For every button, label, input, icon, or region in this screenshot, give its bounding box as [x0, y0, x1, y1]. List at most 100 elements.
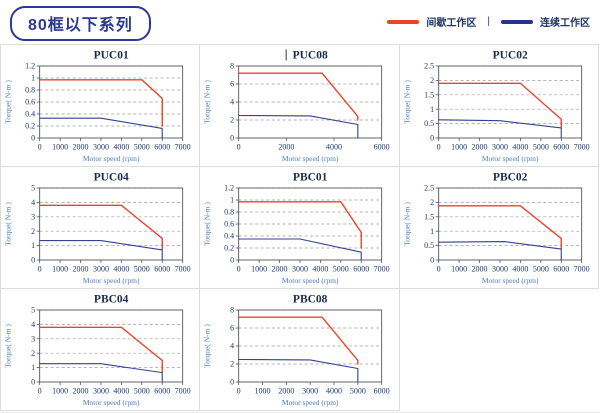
- intermittent-zone-line: [437, 82, 562, 128]
- chart-title: PUC02: [492, 50, 527, 62]
- y-tick-label: 4: [230, 98, 234, 107]
- y-axis-label: Torque( N-m ): [4, 202, 13, 246]
- x-tick-label: 1000: [52, 387, 68, 396]
- empty-cell: [399, 288, 599, 411]
- x-tick-label: 6000: [354, 265, 370, 274]
- chart-grid-row: 0 1 2 3 4 5 0 1000 2000 3000 4000 5000 6000 7000 PBC04…: [0, 288, 599, 411]
- chart-PUC08: 0 2 4 6 8 0 2000 4000 6000 PUC08 Motor speed (rpm)…: [203, 49, 390, 163]
- chart-PUC02: 0 0.5 1 1.5 2 2.5 0 1000 2000 3000 4000 5000 6000 700…: [402, 50, 589, 164]
- chart-PUC04: 0 1 2 3 4 5 0 1000 2000 3000 4000 5000 6000 7000 PUC04…: [4, 172, 191, 286]
- y-tick-label: 1.2: [224, 184, 234, 193]
- x-tick-label: 7000: [374, 265, 390, 274]
- x-tick-label: 4000: [313, 265, 329, 274]
- continuous-zone-line: [437, 119, 562, 139]
- x-tick-label: 2000: [471, 143, 487, 152]
- y-tick-label: 1: [430, 227, 434, 236]
- y-tick-label: 1: [430, 105, 434, 114]
- x-tick-label: 4000: [326, 387, 342, 396]
- continuous-zone-line: [238, 358, 359, 383]
- plot-area-border: [437, 187, 582, 261]
- x-axis-label: Motor speed (rpm): [282, 154, 339, 163]
- chart-cell: 0 2 4 6 8 0 1000 2000 3000 4000 5000 6000 PBC08 Motor…: [199, 288, 400, 411]
- plot-area-border: [437, 65, 582, 139]
- chart-title: PBC04: [94, 294, 129, 306]
- x-axis-label: Motor speed (rpm): [83, 398, 140, 407]
- plot-area-border: [39, 309, 184, 383]
- y-tick-label: 0.6: [25, 98, 35, 107]
- chart-cell: 0 1 2 3 4 5 0 1000 2000 3000 4000 5000 6000 7000 PBC04…: [0, 288, 201, 411]
- x-axis-label: Motor speed (rpm): [482, 154, 539, 163]
- chart-title: PUC08: [293, 50, 328, 62]
- x-tick-label: 4000: [512, 143, 528, 152]
- y-tick-label: 1: [230, 196, 234, 205]
- intermittent-zone-line: [238, 72, 359, 121]
- chart-cell: 0 1 2 3 4 5 0 1000 2000 3000 4000 5000 6000 7000 PUC04…: [0, 166, 201, 289]
- y-tick-label: 2.5: [424, 184, 434, 193]
- x-tick-label: 1000: [52, 265, 68, 274]
- x-tick-label: 6000: [154, 143, 170, 152]
- intermittent-zone-line: [38, 204, 163, 251]
- x-tick-label: 3000: [492, 265, 508, 274]
- y-tick-label: 2: [31, 227, 35, 236]
- x-tick-label: 5000: [134, 387, 150, 396]
- chart-title: PUC04: [94, 172, 129, 184]
- x-tick-label: 5000: [532, 265, 548, 274]
- y-tick-label: 0.8: [25, 86, 35, 95]
- chart-grid-row: 0 0.2 0.4 0.6 0.8 1 1.2 0 1000 2000 3000 4000 5000 60…: [0, 44, 600, 167]
- x-tick-label: 7000: [573, 143, 589, 152]
- legend-intermittent-line-icon: [387, 19, 420, 24]
- y-axis-label: Torque( N-m ): [4, 324, 13, 368]
- y-tick-label: 0: [430, 134, 434, 143]
- y-tick-label: 2: [230, 116, 234, 125]
- x-tick-label: 1000: [451, 265, 467, 274]
- y-axis-label: Torque( N-m ): [203, 80, 212, 124]
- x-axis-label: Motor speed (rpm): [83, 276, 140, 285]
- y-tick-label: 4: [31, 320, 35, 329]
- page-title: 80框以下系列: [28, 17, 133, 34]
- x-tick-label: 5000: [134, 265, 150, 274]
- continuous-zone-line: [39, 240, 163, 261]
- x-tick-label: 1000: [251, 265, 267, 274]
- plot-area-border: [238, 309, 383, 383]
- y-tick-label: 0.8: [224, 208, 234, 217]
- x-tick-label: 5000: [532, 143, 548, 152]
- x-tick-label: 2000: [279, 387, 295, 396]
- x-tick-label: 5000: [333, 265, 349, 274]
- y-tick-label: 0: [31, 256, 35, 265]
- x-tick-label: 1000: [255, 387, 271, 396]
- x-tick-label: 6000: [553, 265, 569, 274]
- y-tick-label: 4: [31, 198, 35, 207]
- y-tick-label: 0.5: [424, 119, 434, 128]
- y-tick-label: 0: [31, 378, 35, 387]
- legend-separator: |: [487, 16, 490, 27]
- continuous-zone-line: [39, 117, 163, 139]
- x-tick-label: 0: [38, 265, 42, 274]
- legend-continuous-line-icon: [501, 19, 533, 24]
- x-tick-label: 7000: [175, 143, 191, 152]
- y-axis-label: Torque( N-m ): [402, 202, 411, 246]
- x-axis-label: Motor speed (rpm): [282, 276, 339, 285]
- y-tick-label: 0: [230, 256, 234, 265]
- x-tick-label: 4000: [113, 143, 129, 152]
- chart-PBC04: 0 1 2 3 4 5 0 1000 2000 3000 4000 5000 6000 7000 PBC04…: [4, 294, 191, 408]
- x-tick-label: 7000: [573, 265, 589, 274]
- intermittent-zone-line: [38, 79, 163, 127]
- chart-PBC01: 0 0.2 0.4 0.6 0.8 1 1.2 0 1000 2000 3000 4000 5000 60…: [203, 172, 390, 286]
- x-tick-label: 5000: [134, 143, 150, 152]
- chart-title: PBC08: [293, 294, 328, 306]
- x-tick-label: 3000: [292, 265, 308, 274]
- y-tick-label: 0.2: [224, 244, 234, 253]
- intermittent-zone-line: [437, 205, 562, 250]
- y-tick-label: 8: [230, 306, 234, 315]
- y-axis-label: Torque( N-m ): [402, 80, 411, 124]
- chart-title: PUC01: [94, 50, 129, 62]
- y-tick-label: 6: [230, 324, 234, 333]
- x-tick-label: 3000: [93, 387, 109, 396]
- y-tick-label: 3: [31, 212, 35, 221]
- x-axis-label: Motor speed (rpm): [482, 276, 539, 285]
- x-tick-label: 0: [38, 387, 42, 396]
- y-tick-label: 4: [230, 342, 234, 351]
- legend: 间歇工作区 | 连续工作区: [387, 14, 590, 29]
- y-tick-label: 1: [31, 241, 35, 250]
